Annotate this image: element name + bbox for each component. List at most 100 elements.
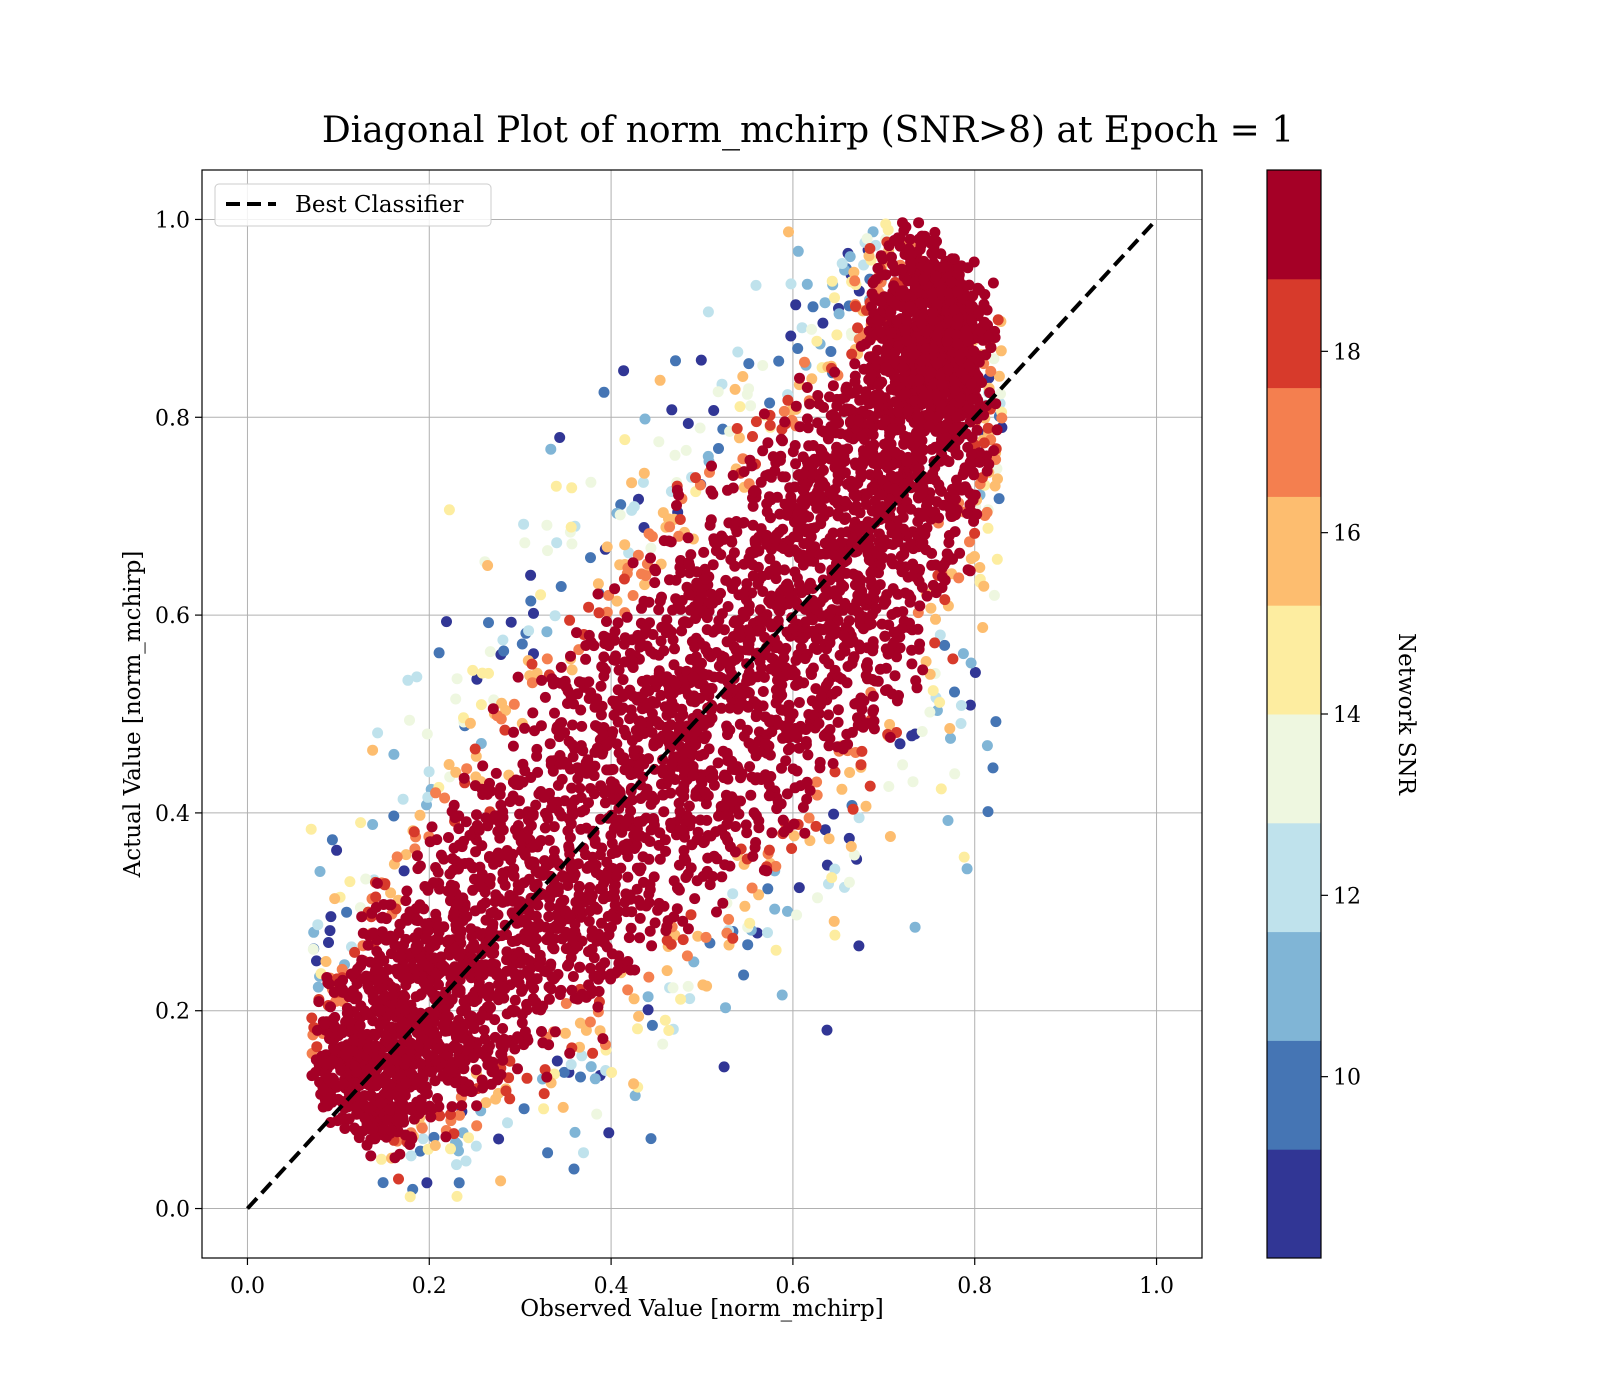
scatter-point xyxy=(850,300,861,312)
scatter-point xyxy=(497,824,509,836)
scatter-point xyxy=(539,822,551,834)
scatter-point xyxy=(512,879,524,891)
scatter-point xyxy=(538,1088,550,1100)
scatter-point xyxy=(451,1159,462,1171)
scatter-point xyxy=(388,810,400,822)
scatter-point xyxy=(375,1153,387,1165)
scatter-point xyxy=(936,378,948,390)
scatter-point xyxy=(872,314,884,326)
scatter-point xyxy=(816,445,828,457)
scatter-point xyxy=(844,251,856,263)
scatter-point xyxy=(336,1111,348,1123)
scatter-point xyxy=(400,1077,412,1089)
scatter-point xyxy=(476,1010,488,1022)
scatter-point xyxy=(619,434,631,446)
scatter-point xyxy=(339,1123,351,1134)
scatter-point xyxy=(389,939,401,951)
scatter-point xyxy=(497,811,509,823)
scatter-point xyxy=(460,816,472,828)
scatter-point xyxy=(361,1139,373,1151)
scatter-point xyxy=(934,629,946,641)
scatter-point xyxy=(763,790,775,802)
scatter-point xyxy=(957,469,969,481)
scatter-point xyxy=(512,671,524,683)
scatter-point xyxy=(738,730,750,742)
scatter-point xyxy=(650,565,662,577)
scatter-point xyxy=(891,315,903,326)
scatter-point xyxy=(907,776,919,788)
scatter-point xyxy=(568,1163,580,1175)
scatter-point xyxy=(971,424,983,436)
scatter-point xyxy=(857,721,869,733)
scatter-point xyxy=(585,476,597,488)
scatter-point xyxy=(779,471,791,483)
scatter-point xyxy=(535,720,547,732)
scatter-point xyxy=(628,993,640,1005)
scatter-point xyxy=(508,870,520,882)
scatter-point xyxy=(633,763,645,775)
scatter-point xyxy=(881,589,893,601)
scatter-point xyxy=(790,400,802,412)
scatter-point xyxy=(657,507,669,519)
scatter-point xyxy=(939,594,951,606)
scatter-point xyxy=(885,438,897,450)
scatter-point xyxy=(476,868,488,880)
scatter-point xyxy=(917,664,929,676)
scatter-point xyxy=(368,927,379,939)
scatter-point xyxy=(766,621,778,633)
scatter-point xyxy=(792,245,804,257)
scatter-point xyxy=(948,253,960,265)
scatter-point xyxy=(801,382,813,393)
scatter-point xyxy=(629,1090,641,1102)
scatter-point xyxy=(448,907,460,919)
scatter-point xyxy=(393,1173,404,1185)
scatter-point xyxy=(405,1150,417,1162)
scatter-point xyxy=(618,724,630,736)
scatter-point xyxy=(583,676,595,688)
scatter-point xyxy=(434,1110,446,1122)
scatter-point xyxy=(498,645,510,657)
scatter-point xyxy=(322,1073,334,1085)
scatter-point xyxy=(955,700,967,711)
scatter-point xyxy=(609,583,621,595)
scatter-point xyxy=(471,1120,483,1132)
scatter-point xyxy=(827,380,839,392)
scatter-point xyxy=(884,731,896,743)
scatter-point xyxy=(823,658,835,670)
scatter-point xyxy=(804,398,816,410)
scatter-point xyxy=(639,579,651,591)
scatter-point xyxy=(328,986,340,998)
scatter-point xyxy=(759,711,771,723)
scatter-point xyxy=(812,486,823,498)
scatter-point xyxy=(571,627,582,639)
scatter-point xyxy=(467,884,479,896)
scatter-point xyxy=(370,901,382,913)
scatter-point xyxy=(642,991,654,1003)
scatter-point xyxy=(518,1103,530,1115)
scatter-point xyxy=(453,1177,465,1189)
scatter-point xyxy=(850,488,862,500)
scatter-point xyxy=(840,621,852,633)
scatter-point xyxy=(703,743,715,755)
scatter-point xyxy=(451,673,463,685)
scatter-point xyxy=(482,820,494,832)
scatter-point xyxy=(603,1127,615,1139)
scatter-point xyxy=(606,921,617,933)
scatter-point xyxy=(645,798,657,810)
scatter-point xyxy=(602,870,614,882)
scatter-point xyxy=(437,1070,449,1082)
scatter-point xyxy=(913,463,925,475)
scatter-point xyxy=(329,893,341,905)
scatter-point xyxy=(921,590,933,602)
scatter-point xyxy=(841,728,853,740)
scatter-point xyxy=(678,791,690,803)
scatter-point xyxy=(897,759,909,771)
scatter-point xyxy=(568,872,580,884)
scatter-point xyxy=(723,659,735,671)
scatter-point xyxy=(400,849,412,861)
scatter-point xyxy=(377,1177,389,1189)
scatter-point xyxy=(895,550,907,562)
scatter-point xyxy=(731,423,743,434)
scatter-point xyxy=(728,547,740,559)
scatter-point xyxy=(613,664,625,676)
